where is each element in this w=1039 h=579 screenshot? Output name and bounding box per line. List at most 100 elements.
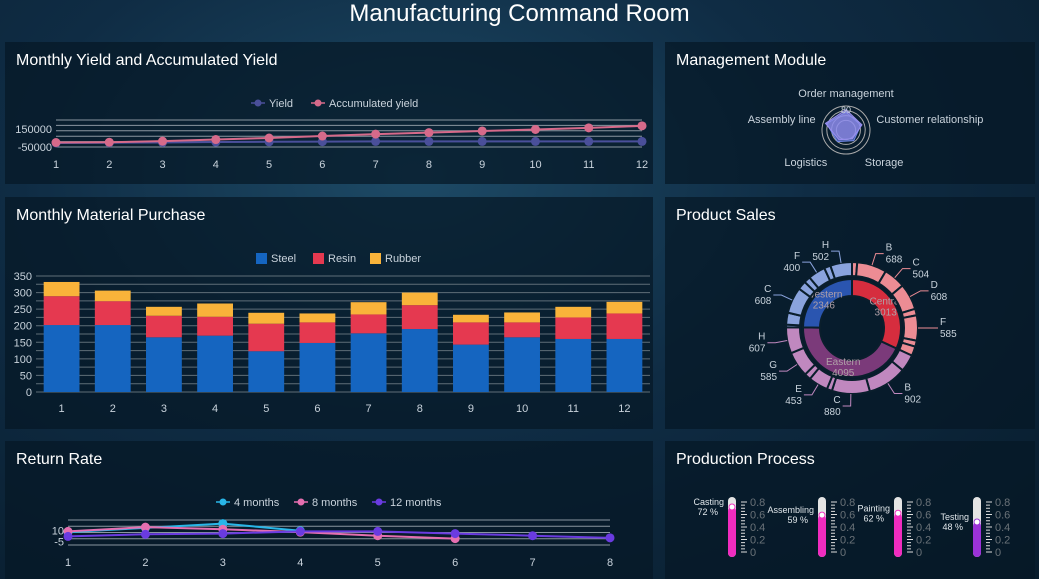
gauge-label: Testing xyxy=(940,512,969,522)
legend-marker xyxy=(219,498,227,506)
radar-ring xyxy=(821,105,871,155)
gauge-tick-label: 0.4 xyxy=(916,522,931,534)
inner-slice-value: 3013 xyxy=(875,307,898,318)
outer-slice-label: D xyxy=(931,280,938,291)
outer-slice-value: 902 xyxy=(904,394,921,405)
outer-slice xyxy=(901,314,919,342)
x-tick-label: 4 xyxy=(297,557,303,569)
bar xyxy=(94,290,131,302)
data-point xyxy=(477,136,487,146)
legend-swatch xyxy=(313,253,324,264)
bar xyxy=(606,338,643,392)
inner-slice-label: Central xyxy=(870,296,902,307)
outer-slice-value: 400 xyxy=(783,263,800,274)
bar xyxy=(453,344,489,392)
data-point xyxy=(158,136,168,146)
label-line xyxy=(909,290,929,297)
data-point xyxy=(424,136,434,146)
x-tick-label: 11 xyxy=(568,403,579,415)
label-line xyxy=(842,393,852,407)
data-point xyxy=(63,531,73,541)
bar xyxy=(350,314,387,334)
outer-slice-label: F xyxy=(940,317,946,328)
gauge-fill xyxy=(728,507,736,557)
x-tick-label: 1 xyxy=(65,557,71,569)
legend-label: 12 months xyxy=(390,497,442,509)
data-point xyxy=(637,121,647,131)
outer-slice-label: G xyxy=(769,360,777,371)
gauge-value: 48 % xyxy=(942,522,963,532)
legend-swatch xyxy=(256,253,267,264)
y-tick-label: 0 xyxy=(26,387,32,399)
y-tick-label: 10 xyxy=(52,526,64,538)
label-line xyxy=(887,383,903,394)
legend-label: 4 months xyxy=(234,497,280,509)
series-line xyxy=(67,526,456,540)
outer-slice-value: 453 xyxy=(785,396,802,407)
bar xyxy=(43,325,80,392)
data-point xyxy=(211,135,221,145)
y-tick-label: -50000 xyxy=(18,142,52,154)
data-point xyxy=(295,526,305,536)
gauge-tick-label: 0.8 xyxy=(840,497,855,509)
gauge-fill xyxy=(973,522,981,557)
bar xyxy=(606,301,643,314)
outer-slice-label: B xyxy=(904,382,911,393)
gauge-knob xyxy=(728,503,736,511)
data-point xyxy=(371,136,381,146)
data-point xyxy=(584,123,594,133)
outer-slice-value: 688 xyxy=(886,255,903,266)
gauge-tick-label: 0.2 xyxy=(840,535,855,547)
data-point xyxy=(637,136,647,146)
outer-slice-label: B xyxy=(886,243,893,254)
legend-marker xyxy=(314,99,322,107)
radar-indicator-label: Customer relationship xyxy=(876,114,983,126)
data-point xyxy=(51,138,61,147)
gauge-tick-label: 0 xyxy=(750,547,756,559)
data-point xyxy=(477,126,487,136)
data-point xyxy=(140,522,150,532)
gauge-value: 72 % xyxy=(697,507,718,517)
data-point xyxy=(104,137,114,147)
x-tick-label: 5 xyxy=(266,159,272,171)
outer-slice-label: C xyxy=(764,284,771,295)
x-tick-label: 5 xyxy=(375,557,381,569)
gauge-fill xyxy=(894,513,902,557)
bar xyxy=(453,314,489,323)
outer-slice-value: 880 xyxy=(824,407,841,418)
gauge-tick-label: 0.2 xyxy=(750,535,765,547)
panel-title: Management Module xyxy=(676,52,827,69)
x-tick-label: 3 xyxy=(159,159,165,171)
gauge-label: Casting xyxy=(693,497,724,507)
gauge-value: 59 % xyxy=(787,515,808,525)
gauge-tick-label: 0.4 xyxy=(995,522,1010,534)
x-tick-label: 1 xyxy=(59,403,65,415)
y-tick-label: 200 xyxy=(14,321,32,333)
gauge-knob xyxy=(894,509,902,517)
bar xyxy=(299,313,336,323)
data-point xyxy=(530,136,540,146)
radar-indicator-label: Logistics xyxy=(784,157,827,169)
outer-slice-label: H xyxy=(822,240,829,251)
bar xyxy=(555,317,592,339)
bar xyxy=(94,301,131,326)
y-tick-label: 150 xyxy=(14,337,32,349)
panel-title: Monthly Material Purchase xyxy=(16,207,206,224)
legend-label: 8 months xyxy=(312,497,358,509)
outer-slice-value: 607 xyxy=(749,344,766,355)
inner-slice-value: 2346 xyxy=(813,301,836,312)
x-tick-label: 3 xyxy=(161,403,167,415)
bar xyxy=(197,303,233,317)
series-line xyxy=(55,124,643,144)
x-tick-label: 11 xyxy=(583,159,594,171)
x-tick-label: 6 xyxy=(452,557,458,569)
x-tick-label: 6 xyxy=(319,159,325,171)
x-tick-label: 8 xyxy=(417,403,423,415)
gauge-tick-label: 0.6 xyxy=(916,510,931,522)
yield-panel: Monthly Yield and Accumulated Yield xyxy=(5,42,653,184)
gauge-knob xyxy=(818,511,826,519)
data-point xyxy=(605,533,615,543)
data-point xyxy=(584,136,594,146)
bar xyxy=(197,316,233,336)
bar xyxy=(504,337,540,392)
